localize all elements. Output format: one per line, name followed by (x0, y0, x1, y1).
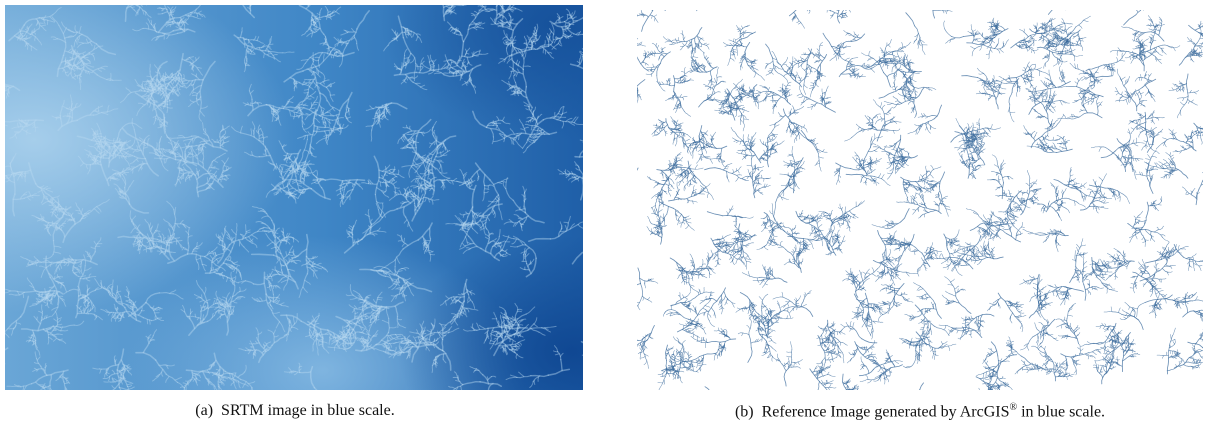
drainage-line (314, 102, 318, 103)
drainage-line (422, 328, 423, 337)
drainage-line (90, 165, 91, 171)
drainage-line (193, 85, 194, 89)
drainage-line (143, 81, 147, 82)
drainage-line (343, 326, 344, 330)
drainage-line (114, 138, 115, 142)
drainage-line (246, 350, 255, 351)
drainage-line (80, 83, 81, 90)
drainage-line (281, 164, 285, 165)
drainage-line (430, 254, 431, 261)
drainage-line (499, 195, 500, 209)
drainage-line (175, 224, 184, 225)
drainage-line (27, 45, 28, 49)
drainage-line (87, 285, 88, 289)
drainage-line (371, 130, 372, 141)
drainage-line (107, 312, 116, 313)
drainage-line (369, 179, 370, 183)
drainage-line (442, 340, 443, 351)
drainage-line (416, 136, 417, 154)
drainage-line (273, 106, 274, 115)
drainage-line (403, 127, 407, 128)
drainage-line (189, 227, 190, 234)
drainage-line (252, 254, 274, 255)
drainage-line (72, 102, 73, 111)
drainage-line (424, 245, 425, 249)
drainage-line (443, 354, 444, 359)
drainage-line (218, 386, 219, 390)
drainage-line (352, 235, 353, 246)
drainage-line (63, 116, 67, 117)
drainage-line (21, 120, 43, 121)
drainage-line (201, 311, 202, 322)
drainage-line (203, 315, 204, 319)
drainage-line (430, 254, 434, 255)
drainage-line (5, 86, 6, 87)
drainage-line (72, 111, 73, 122)
drainage-line (328, 10, 329, 15)
drainage-line (151, 83, 152, 87)
drainage-line (202, 144, 203, 149)
drainage-line (489, 232, 490, 241)
drainage-line (430, 228, 431, 239)
drainage-line (314, 131, 325, 132)
drainage-line (81, 261, 82, 267)
drainage-line (300, 372, 311, 373)
drainage-line (184, 387, 185, 390)
drainage-line (304, 105, 308, 106)
drainage-line (251, 129, 252, 136)
drainage-line (167, 102, 168, 113)
drainage-line (188, 234, 189, 243)
drainage-line (288, 153, 299, 154)
figure: (a) SRTM image in blue scale. (b) Refere… (0, 0, 1206, 430)
drainage-line (220, 137, 221, 148)
drainage-line (190, 313, 191, 318)
drainage-line (233, 307, 234, 311)
drainage-line (58, 334, 62, 335)
drainage-line (443, 73, 450, 74)
drainage-line (283, 228, 284, 232)
drainage-line (226, 175, 230, 176)
drainage-line (311, 13, 312, 24)
drainage-line (443, 185, 444, 189)
drainage-line (355, 313, 356, 319)
drainage-line (369, 184, 378, 185)
drainage-line (432, 366, 433, 373)
drainage-line (77, 313, 88, 314)
drainage-line (274, 334, 275, 343)
drainage-line (359, 339, 363, 340)
drainage-line (159, 365, 168, 366)
drainage-line (453, 297, 464, 298)
drainage-line (192, 147, 193, 154)
drainage-line (246, 225, 247, 232)
drainage-line (209, 168, 214, 169)
drainage-line (347, 32, 356, 33)
drainage-line (408, 147, 417, 148)
drainage-line (193, 95, 197, 96)
drainage-line (133, 305, 134, 311)
drainage-line (319, 12, 320, 18)
drainage-line (402, 63, 403, 67)
drainage-line (73, 53, 80, 54)
drainage-line (42, 294, 48, 295)
drainage-line (115, 142, 124, 143)
drainage-line (203, 159, 204, 168)
drainage-line (57, 318, 58, 327)
drainage-line (139, 249, 140, 253)
drainage-line (184, 74, 185, 78)
drainage-line (115, 179, 119, 180)
drainage-line (174, 157, 181, 158)
drainage-line (485, 11, 489, 12)
drainage-line (251, 54, 255, 55)
srtm-image (5, 5, 583, 390)
drainage-line (415, 203, 416, 214)
drainage-line (106, 369, 107, 373)
drainage-line (395, 188, 399, 189)
drainage-line (58, 324, 62, 325)
drainage-line (240, 287, 241, 291)
drainage-line (373, 234, 377, 235)
drainage-line (191, 316, 195, 317)
drainage-line (389, 319, 390, 333)
drainage-line (454, 5, 463, 6)
drainage-line (484, 185, 485, 194)
